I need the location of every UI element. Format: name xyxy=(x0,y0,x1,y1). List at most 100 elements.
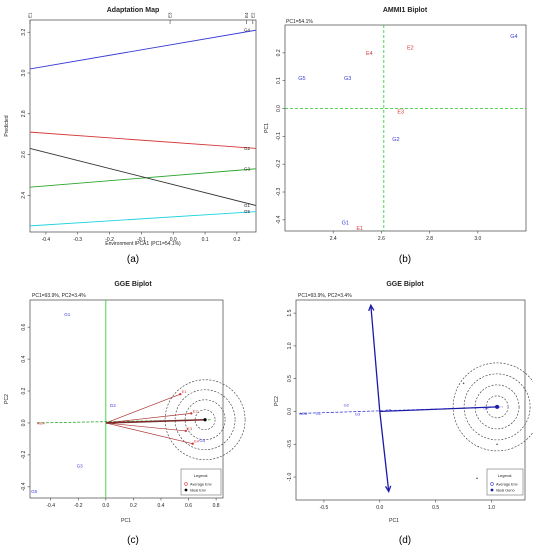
panel-c-legend-average-label: Average Env xyxy=(190,483,212,487)
panel-c-environment-point xyxy=(191,442,194,445)
panel-a-y-tick-label: 3.0 xyxy=(21,69,27,76)
panel-a-series-label: G1 xyxy=(244,203,251,208)
panel-d-x-axis-label: PC1 xyxy=(389,518,399,524)
panel-c-environment-label: E3 xyxy=(187,426,193,431)
panel-c-environment-point xyxy=(184,429,187,433)
panel-a-title: Adaptation Map xyxy=(107,7,160,14)
panel-c-vectors: AEA xyxy=(36,393,211,445)
panel-b-x-tick-label: 2.8 xyxy=(426,236,433,242)
panel-c-subtitle: PC1=93.9%, PC2=3.4% xyxy=(32,293,86,299)
panel-d-x-tick-label: 0.5 xyxy=(432,505,439,511)
panel-d-concentric-ring xyxy=(463,373,531,441)
panel-c-environment-label: E4 xyxy=(194,439,200,444)
panel-d-legend: Legend: Average Env Ideal Geno xyxy=(486,468,524,496)
panel-c-environment-point xyxy=(190,412,193,415)
panel-a-y-tick-label: 2.8 xyxy=(21,110,27,117)
panel-b-environment-label: E3 xyxy=(397,109,404,115)
panel-c-environment-label: E1 xyxy=(182,389,188,394)
panel-c-legend-ideal-marker xyxy=(184,488,188,492)
panel-d-y-tick-label: 1.0 xyxy=(287,342,293,349)
panel-c-aec-label: AEA xyxy=(37,420,45,425)
panel-c-legend: Legend: Average Env Ideal Env xyxy=(180,468,222,496)
panel-d: GGE Biplot PC1=93.9%, PC2=3.4% AEA G1G2G… xyxy=(274,281,533,546)
panel-d-legend-ideal-label: Ideal Geno xyxy=(496,489,515,493)
panel-b-y-tick-label: 0.2 xyxy=(276,49,282,56)
panel-c-legend-title: Legend: xyxy=(194,473,208,478)
panel-d-genotype-label: G5 xyxy=(386,408,392,413)
panel-c-environment-vector xyxy=(105,422,193,445)
panel-c-concentric-ring xyxy=(164,379,246,461)
panel-a-x-tick-label: -0.2 xyxy=(105,237,114,243)
panel-b-genotype-label: G1 xyxy=(342,221,349,227)
panel-d-genotype-label: G3 xyxy=(355,412,361,417)
panel-c-concentric-ring xyxy=(184,399,226,441)
panel-c-x-tick-label: -0.2 xyxy=(74,503,83,509)
panel-c-genotype-label: G4 xyxy=(199,438,206,443)
panel-b-x-tick-label: 3.0 xyxy=(474,236,481,242)
panel-d-genotype-label: G2 xyxy=(344,402,350,407)
panel-c-concentric-ring xyxy=(194,409,216,431)
panel-c-genotype-label: G3 xyxy=(77,464,84,469)
panel-d-points: G1 G2 G3 G4 G5 xyxy=(316,382,500,480)
panel-d-environment-point xyxy=(476,477,478,480)
panel-d-ordinate-arrow-up-head xyxy=(368,303,375,312)
panel-b-points: G4 G5 G3 G2 G1 E2 E4 E3 E1 xyxy=(298,34,517,232)
panel-a-env-label: E4 xyxy=(244,12,249,18)
panel-c-genotype-label: G1 xyxy=(64,312,71,317)
panel-c-environment-label: E2 xyxy=(193,408,199,413)
panel-a-series-line xyxy=(29,211,257,227)
panel-a-series-label: G3 xyxy=(244,166,251,171)
panel-d-ordinate-arrow-up xyxy=(370,305,381,412)
panel-c-x-tick-label: 0.0 xyxy=(102,503,109,509)
panel-a-series-line xyxy=(29,29,257,70)
panel-c-legend-average-marker xyxy=(184,482,188,486)
panel-a-series-line xyxy=(29,168,257,188)
panel-a-x-tick-label: -0.1 xyxy=(137,237,146,243)
panel-c-y-axis-label: PC2 xyxy=(4,394,10,404)
panel-b-y-tick-label: 0.0 xyxy=(276,105,282,112)
panel-b-y-tick-label: 0.1 xyxy=(276,77,282,84)
panel-b-environment-label: E1 xyxy=(356,226,363,232)
panel-c-environment-point xyxy=(179,393,182,396)
panel-c-legend-box xyxy=(180,468,222,496)
panel-c-concentric-ring xyxy=(174,389,236,451)
panel-d-y-tick-label: 1.5 xyxy=(287,309,293,316)
panel-c-ideal-point xyxy=(203,418,207,422)
panel-a-x-tick-label: 0.2 xyxy=(233,237,240,243)
panel-c-x-ticks: -0.4 -0.2 0.0 0.2 0.4 0.6 0.8 xyxy=(46,498,220,509)
panel-d-y-tick-label: 0.0 xyxy=(287,408,293,415)
panel-b-environment-label: E2 xyxy=(407,45,414,51)
panel-c-genotype-label: G2 xyxy=(110,403,117,408)
panel-c: GGE Biplot PC1=93.9%, PC2=3.4% AEA E1E2E… xyxy=(4,281,246,546)
panel-d-y-tick-label: -1.0 xyxy=(287,473,293,482)
panel-b-caption: (b) xyxy=(399,254,411,265)
panel-b-subtitle: PC1=54.1% xyxy=(286,19,313,25)
panel-d-caption: (d) xyxy=(399,535,411,546)
panel-c-x-tick-label: 0.4 xyxy=(157,503,164,509)
panel-b-reference-lines xyxy=(285,25,526,231)
panel-d-genotype-label: G1 xyxy=(316,411,322,416)
panel-c-x-axis-label: PC1 xyxy=(121,518,131,524)
panel-c-x-tick-label: -0.4 xyxy=(46,503,55,509)
panel-b-environment-label: E4 xyxy=(366,51,373,57)
panel-c-y-tick-label: -0.4 xyxy=(21,482,27,491)
panel-d-legend-title: Legend: xyxy=(498,473,512,478)
panel-b-title: AMMI1 Biplot xyxy=(383,7,428,14)
panel-d-genotype-label: G4 xyxy=(483,406,489,411)
panel-d-ordinate-arrow-down xyxy=(379,411,390,492)
panel-d-legend-average-label: Average Env xyxy=(496,483,518,487)
panel-b-y-tick-label: -0.4 xyxy=(276,215,282,224)
panel-d-x-ticks: -0.5 0.0 0.5 1.0 xyxy=(320,500,495,511)
panel-c-y-tick-label: 0.6 xyxy=(21,323,27,330)
panel-d-y-tick-label: -0.5 xyxy=(287,440,293,449)
panel-b-y-tick-label: -0.3 xyxy=(276,188,282,197)
panel-c-environment-vector xyxy=(105,393,181,424)
panel-d-ordinate-arrow-down-head xyxy=(384,485,392,493)
panel-d-environment-point xyxy=(462,382,465,385)
panel-d-ideal-vector xyxy=(379,406,498,413)
panel-b-x-tick-label: 2.6 xyxy=(378,236,385,242)
panel-d-plot-frame xyxy=(295,299,526,501)
panel-a-series-label: G2 xyxy=(244,146,251,151)
